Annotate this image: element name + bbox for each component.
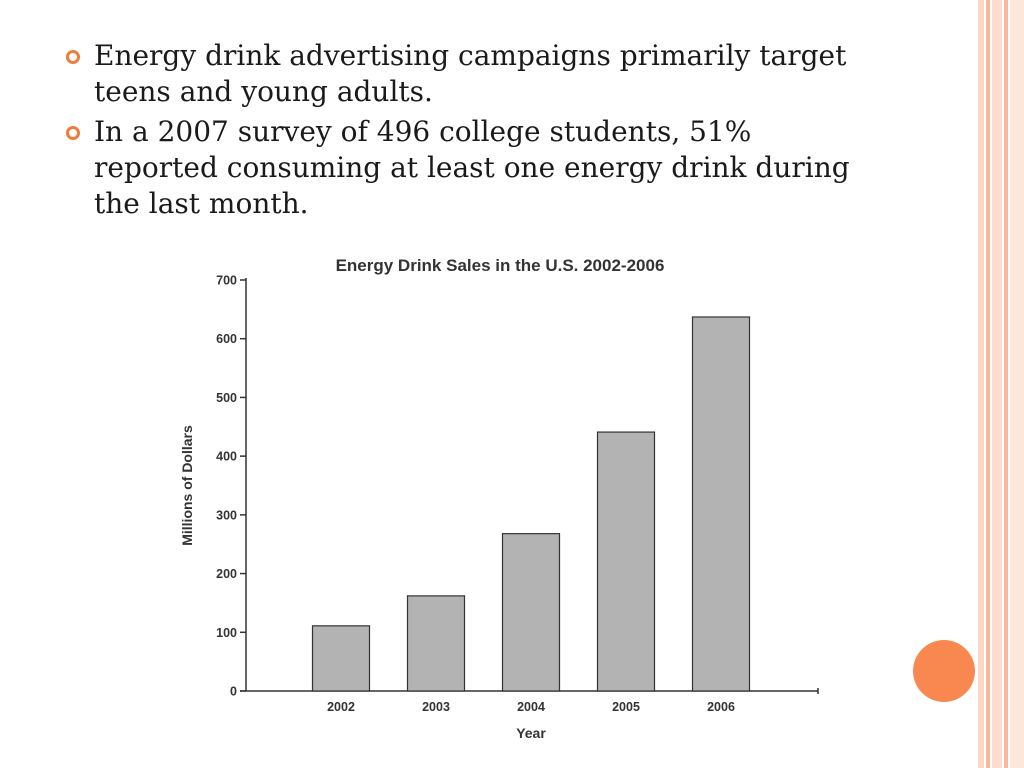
chart-svg: Energy Drink Sales in the U.S. 2002-2006… [179,256,819,741]
y-tick-label: 200 [216,567,237,581]
bar [691,316,751,692]
y-tick-label: 300 [216,508,237,522]
bar-chart: Energy Drink Sales in the U.S. 2002-2006… [170,248,830,748]
y-tick-label: 600 [216,332,237,346]
y-tick-label: 0 [230,685,237,699]
bullet-item: In a 2007 survey of 496 college students… [66,114,856,222]
decorative-stripe [978,0,984,768]
y-tick-label: 500 [216,391,237,405]
bullet-list: Energy drink advertising campaigns prima… [66,38,856,226]
bar [406,595,466,692]
x-tick-label: 2005 [612,700,640,714]
chart-title: Energy Drink Sales in the U.S. 2002-2006 [336,256,665,275]
x-tick-label: 2004 [517,700,545,714]
x-tick-label: 2006 [707,700,735,714]
x-axis-label: Year [516,725,546,741]
decorative-stripe [1010,0,1024,768]
y-axis-label: Millions of Dollars [179,425,195,546]
y-tick-label: 700 [216,274,237,288]
bar [501,533,561,692]
decorative-stripe [986,0,990,768]
bullet-ring-icon [66,50,80,64]
bullet-item: Energy drink advertising campaigns prima… [66,38,856,110]
bullet-ring-icon [66,126,80,140]
y-tick-label: 100 [216,626,237,640]
bullet-text: Energy drink advertising campaigns prima… [94,39,847,108]
decorative-stripe [992,0,1002,768]
y-tick-label: 400 [216,450,237,464]
bar [596,431,656,692]
bar [311,625,371,692]
decorative-stripe [1004,0,1008,768]
bullet-text: In a 2007 survey of 496 college students… [94,115,850,220]
decorative-circle [913,640,975,702]
x-tick-label: 2003 [422,700,450,714]
x-tick-label: 2002 [327,700,355,714]
